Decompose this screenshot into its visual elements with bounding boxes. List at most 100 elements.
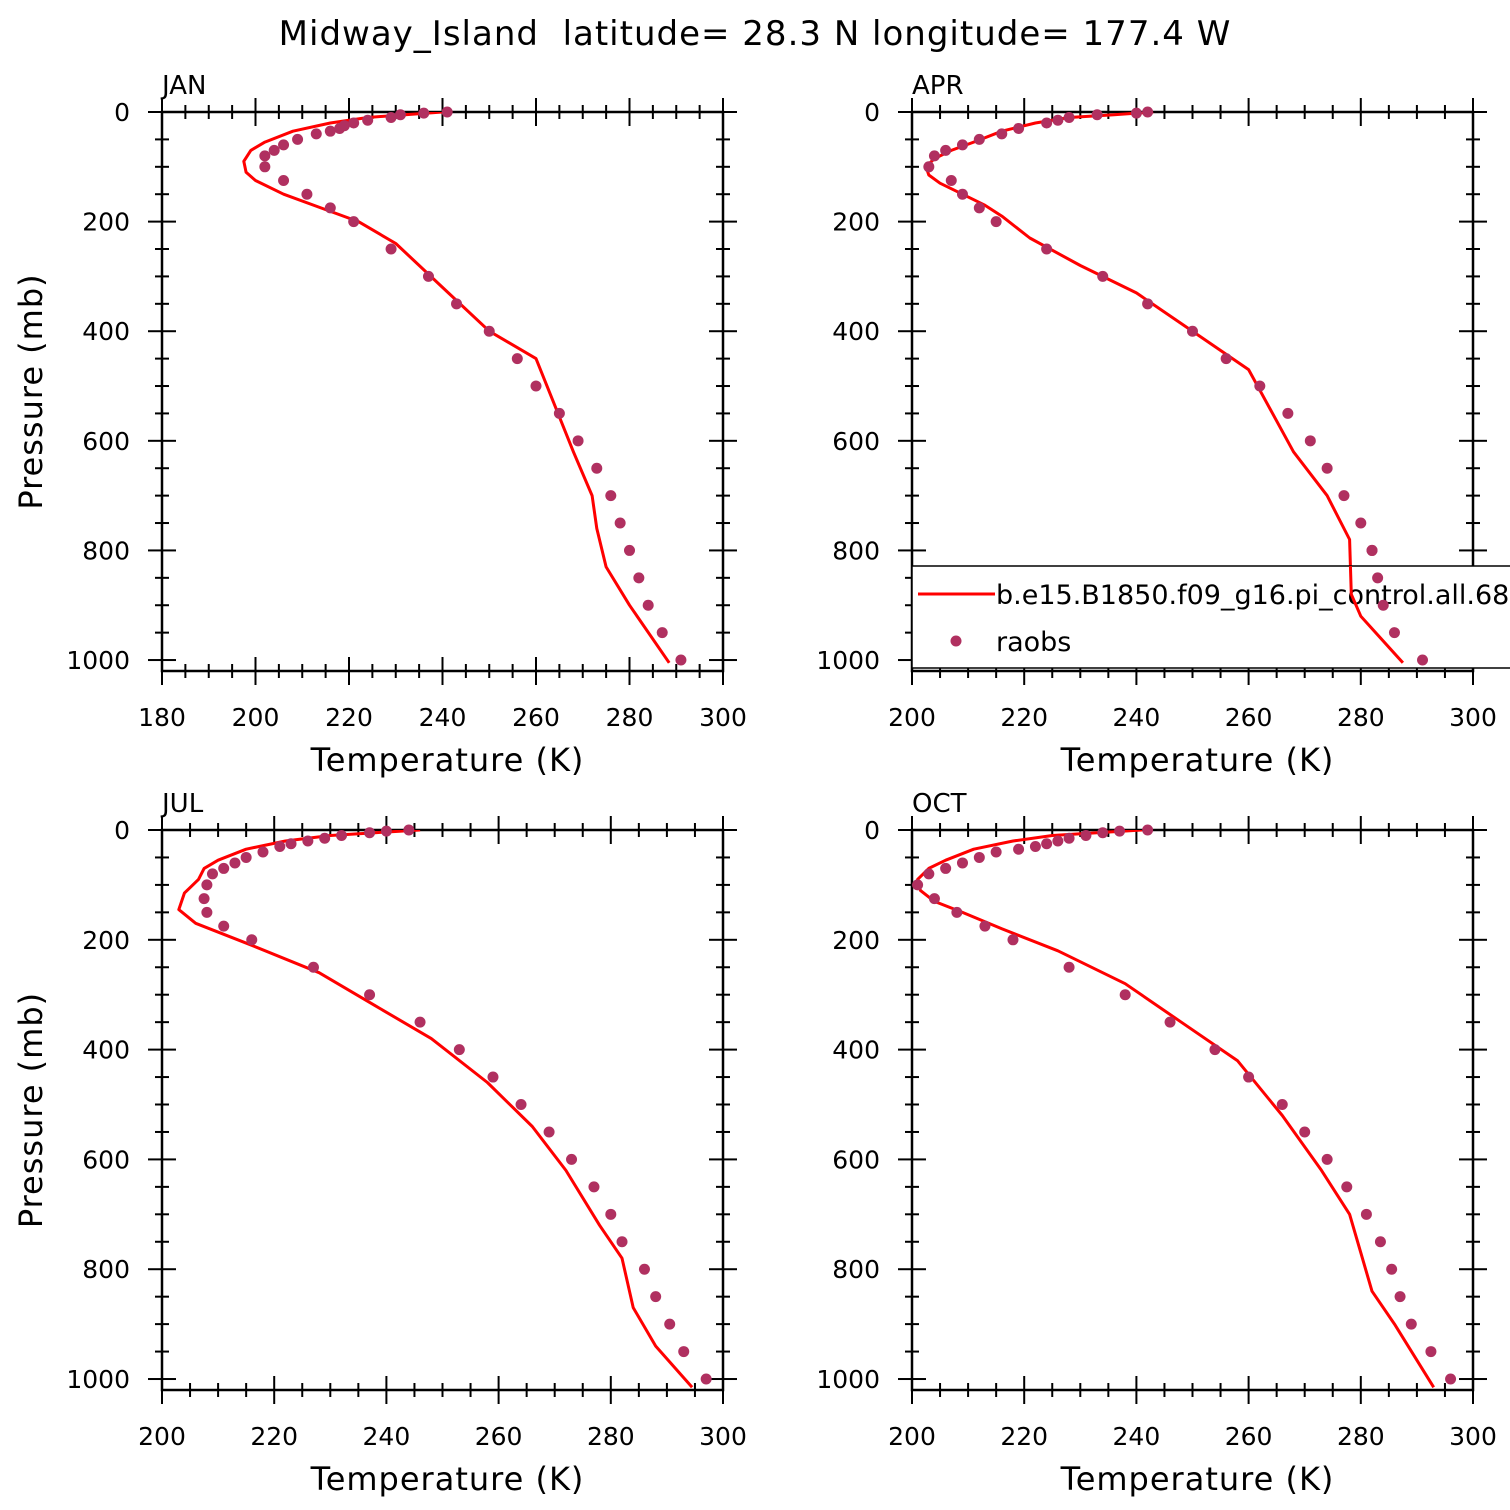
panel-oct: 200 220 240 260 280 300 0 200 400 600 800 1000 OCT Te…	[816, 789, 1496, 1498]
obs-point	[928, 150, 940, 162]
obs-point	[1394, 1291, 1406, 1303]
obs-point	[956, 188, 968, 200]
obs-point	[1405, 1318, 1417, 1330]
obs-point	[336, 829, 348, 841]
obs-point	[310, 128, 322, 140]
y-tick-label: 800	[82, 536, 130, 565]
obs-point	[246, 934, 258, 946]
obs-point	[1425, 1346, 1437, 1358]
x-tick-label: 260	[1225, 703, 1273, 732]
obs-point	[1164, 1016, 1176, 1028]
obs-point	[364, 989, 376, 1001]
obs-point	[418, 107, 430, 119]
obs-point	[591, 462, 603, 474]
obs-point	[1114, 825, 1126, 837]
obs-point	[1321, 1153, 1333, 1165]
obs-point	[1119, 989, 1131, 1001]
x-tick-label: 280	[606, 703, 654, 732]
obs-point	[201, 906, 213, 918]
obs-point	[1041, 838, 1053, 850]
obs-point	[302, 835, 314, 847]
obs-point	[422, 270, 434, 282]
obs-point	[403, 824, 415, 836]
panel-label: APR	[912, 71, 964, 101]
obs-point	[324, 202, 336, 214]
obs-point	[1304, 435, 1316, 447]
obs-point	[979, 920, 991, 932]
obs-point	[1013, 843, 1025, 855]
obs-point	[1013, 122, 1025, 134]
obs-point	[638, 1263, 650, 1275]
y-tick-label: 400	[832, 317, 880, 346]
obs-point	[319, 832, 331, 844]
obs-point	[700, 1373, 712, 1385]
obs-point	[530, 380, 542, 392]
legend-box	[911, 565, 1510, 669]
obs-point	[1052, 114, 1064, 126]
obs-point	[414, 1016, 426, 1028]
obs-point	[572, 435, 584, 447]
obs-point	[362, 114, 374, 126]
y-tick-label: 200	[832, 926, 880, 955]
x-tick-label: 260	[512, 703, 560, 732]
x-tick-label: 240	[1113, 1422, 1161, 1451]
obs-point	[206, 868, 218, 880]
y-tick-label: 600	[832, 1145, 880, 1174]
y-tick-label: 600	[82, 1145, 130, 1174]
obs-point	[1080, 829, 1092, 841]
obs-point	[973, 851, 985, 863]
obs-point	[487, 1071, 499, 1083]
panel-jan: 180 200 220 240 260 280 300 0 200 400 600 800 1000 JA…	[12, 71, 747, 779]
obs-point	[566, 1153, 578, 1165]
model-line	[916, 830, 1435, 1389]
obs-point	[1321, 462, 1333, 474]
obs-point	[511, 353, 523, 365]
x-tick-label: 280	[587, 1422, 635, 1451]
obs-point	[1142, 298, 1154, 310]
obs-point	[348, 117, 360, 129]
x-tick-label: 260	[475, 1422, 523, 1451]
y-tick-label: 1000	[816, 1365, 880, 1394]
obs-point	[912, 879, 924, 891]
obs-point	[1282, 407, 1294, 419]
obs-point	[1130, 107, 1142, 119]
y-tick-label: 1000	[66, 1365, 130, 1394]
obs-point	[956, 139, 968, 151]
obs-point	[385, 243, 397, 255]
obs-point	[664, 1318, 676, 1330]
obs-point	[218, 920, 230, 932]
obs-point	[1029, 840, 1041, 852]
model-line	[177, 830, 694, 1389]
obs-point	[451, 298, 463, 310]
obs-point	[642, 599, 654, 611]
x-tick-label: 300	[699, 1422, 747, 1451]
y-tick-label: 800	[82, 1255, 130, 1284]
x-tick-label: 200	[232, 703, 280, 732]
obs-point	[1220, 353, 1232, 365]
obs-point	[268, 144, 280, 156]
x-tick-label: 200	[138, 1422, 186, 1451]
obs-point	[229, 857, 241, 869]
obs-point	[940, 144, 952, 156]
obs-point	[394, 109, 406, 121]
obs-point	[990, 216, 1002, 228]
y-tick-label: 200	[82, 926, 130, 955]
obs-point	[278, 175, 290, 187]
y-tick-label: 600	[82, 427, 130, 456]
y-tick-label: 1000	[816, 646, 880, 675]
obs-point	[1142, 824, 1154, 836]
obs-point	[990, 846, 1002, 858]
panel-label: JUL	[160, 789, 204, 819]
y-tick-label: 0	[114, 816, 130, 845]
obs-point	[285, 838, 297, 850]
obs-point	[1299, 1126, 1311, 1138]
y-tick-label: 400	[82, 317, 130, 346]
x-tick-label: 240	[419, 703, 467, 732]
obs-point	[1063, 111, 1075, 123]
panels-container: 180 200 220 240 260 280 300 0 200 400 600 800 1000 JA…	[12, 71, 1510, 1498]
x-tick-label: 200	[888, 703, 936, 732]
obs-point	[1386, 1263, 1398, 1275]
obs-point	[278, 139, 290, 151]
obs-point	[973, 133, 985, 145]
x-axis-title: Temperature (K)	[310, 741, 585, 779]
